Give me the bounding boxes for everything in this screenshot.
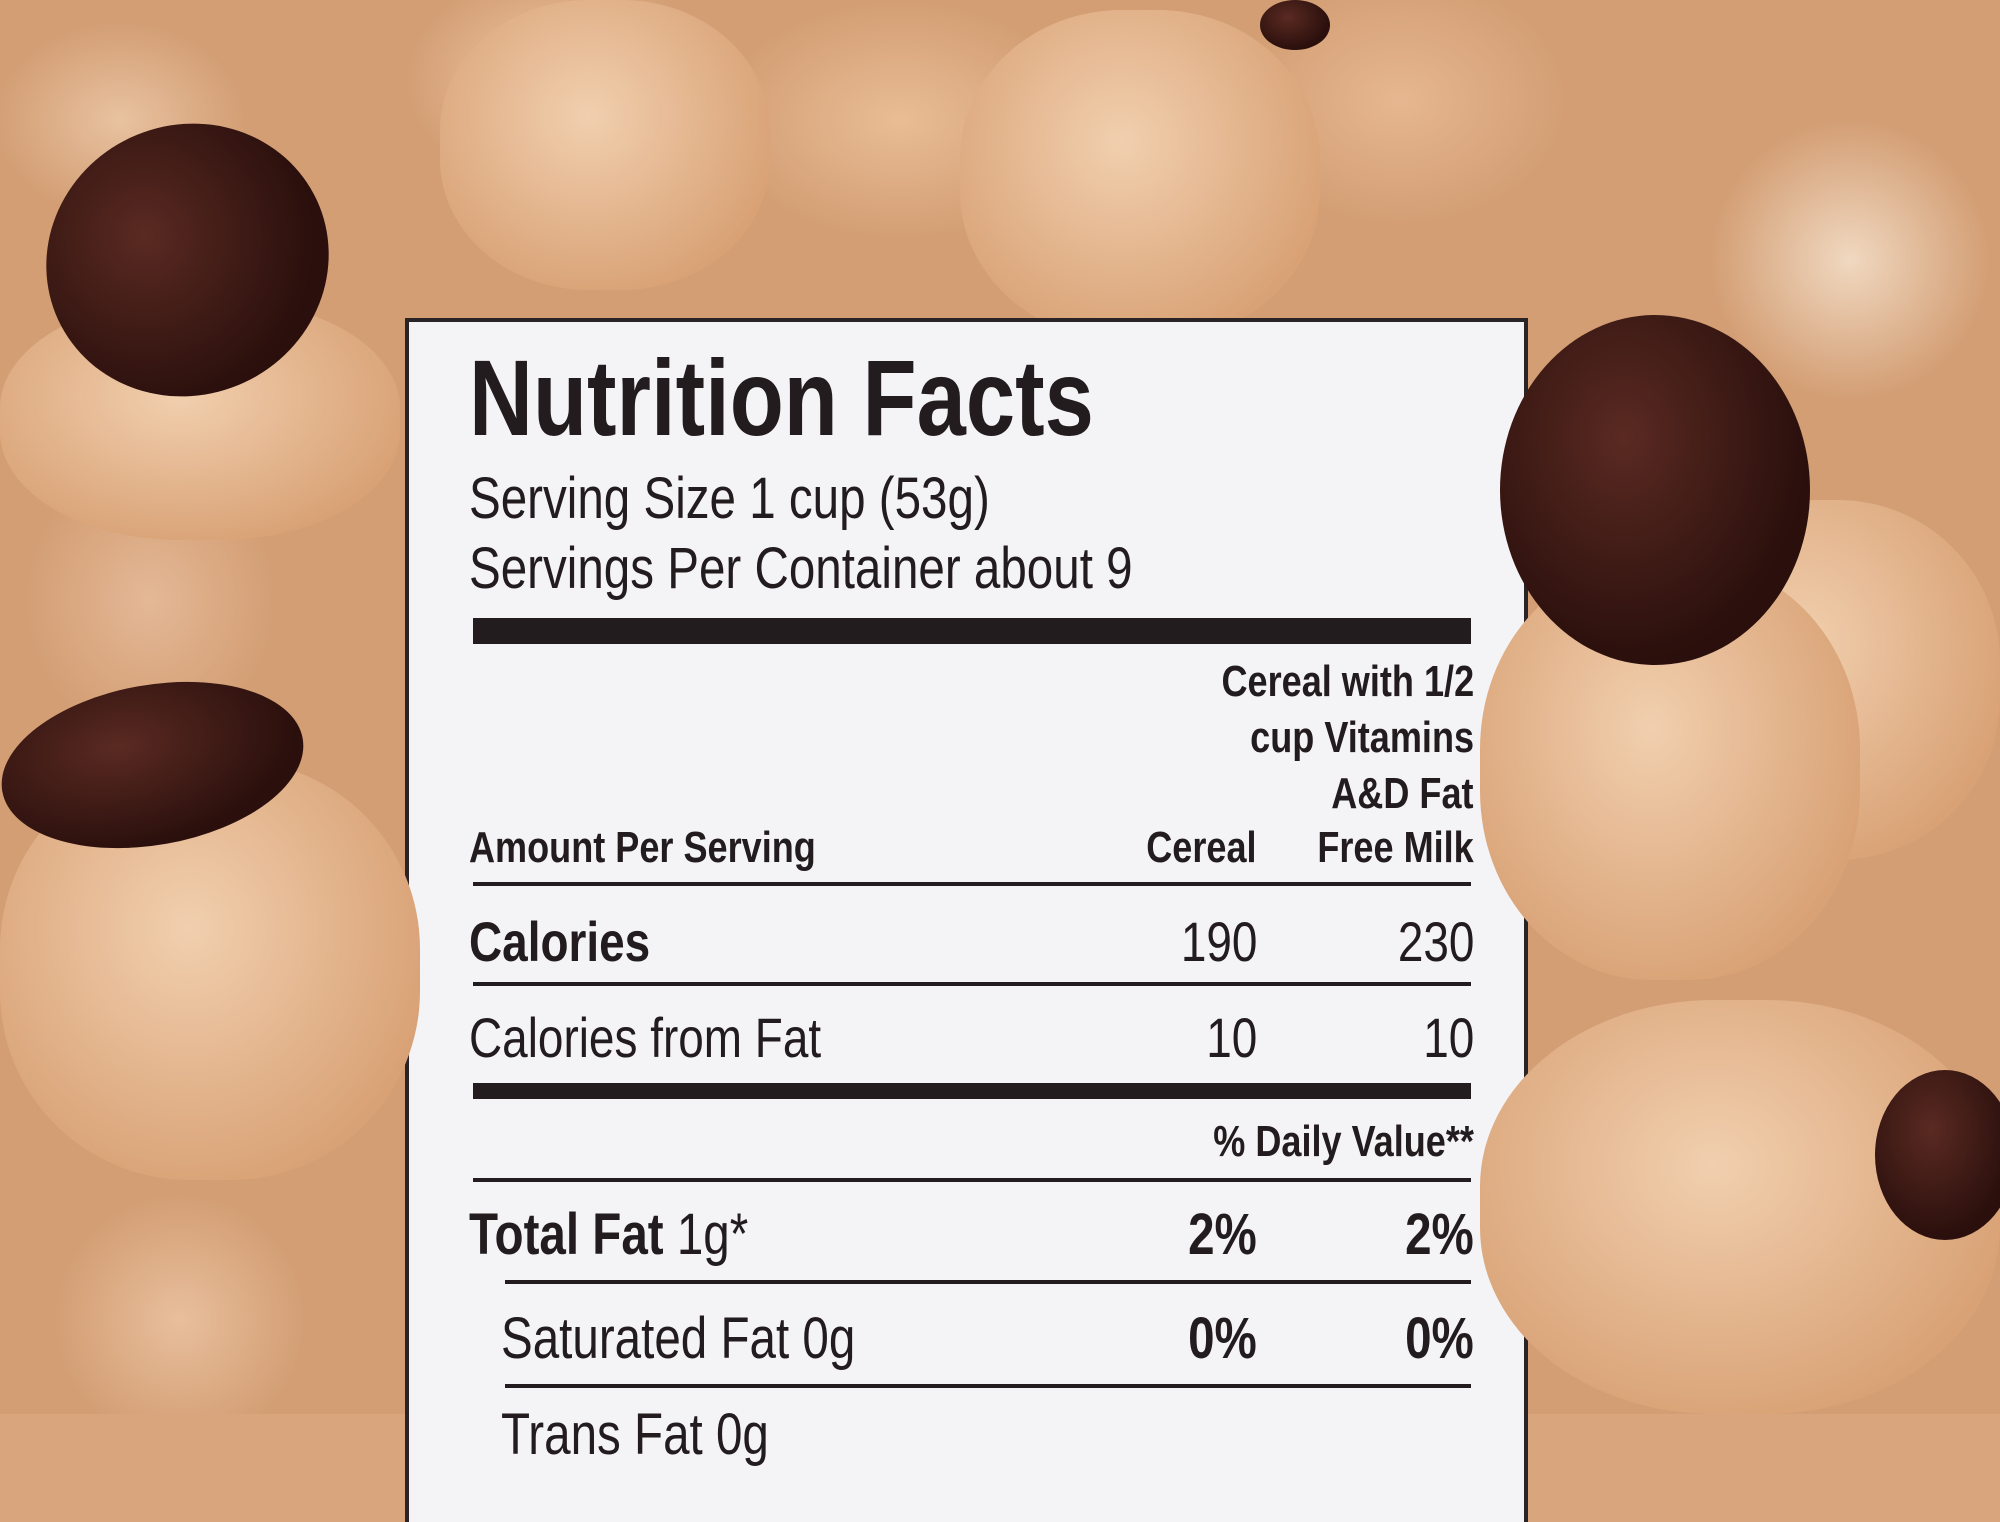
amount-per-serving: Amount Per Serving <box>469 823 816 872</box>
label-title: Nutrition Facts <box>469 337 1094 458</box>
cereal-flake <box>440 0 770 290</box>
cereal-flake <box>960 10 1320 340</box>
col1-header: Cereal <box>1146 823 1257 872</box>
raisin <box>1500 315 1810 665</box>
calories-from-fat-with-milk: 10 <box>1422 1006 1474 1069</box>
trans-fat-label: Trans Fat 0g <box>501 1402 769 1467</box>
col2-header-line: cup Vitamins <box>1250 713 1474 762</box>
medium-divider <box>473 1083 1471 1099</box>
col2-header-line: A&D Fat <box>1331 769 1474 818</box>
daily-value-header: % Daily Value** <box>1213 1117 1474 1166</box>
divider <box>505 1384 1471 1388</box>
calories-from-fat-label: Calories from Fat <box>469 1006 822 1069</box>
serving-size: Serving Size 1 cup (53g) <box>469 466 990 531</box>
calories-with-milk: 230 <box>1397 910 1474 973</box>
divider <box>473 982 1471 986</box>
calories-from-fat-cereal: 10 <box>1205 1006 1257 1069</box>
total-fat-amount: 1g* <box>676 1202 749 1267</box>
servings-per-container: Servings Per Container about 9 <box>469 536 1133 601</box>
divider <box>473 882 1471 886</box>
divider <box>473 1178 1471 1182</box>
col2-header-line: Free Milk <box>1317 823 1474 872</box>
total-fat-row: Total Fat 1g* <box>469 1206 748 1264</box>
total-fat-cereal-dv: 2% <box>1188 1202 1257 1267</box>
raisin <box>1875 1070 2000 1240</box>
calories-label: Calories <box>469 910 651 973</box>
calories-cereal: 190 <box>1180 910 1257 973</box>
total-fat-with-milk-dv: 2% <box>1405 1202 1474 1267</box>
saturated-fat-label: Saturated Fat 0g <box>501 1306 856 1371</box>
saturated-fat-cereal-dv: 0% <box>1188 1306 1257 1371</box>
saturated-fat-with-milk-dv: 0% <box>1405 1306 1474 1371</box>
col2-header-line: Cereal with 1/2 <box>1221 657 1474 706</box>
nutrition-facts-label: Nutrition Facts Serving Size 1 cup (53g)… <box>405 318 1528 1522</box>
raisin <box>1260 0 1330 50</box>
thick-divider <box>473 618 1471 644</box>
divider <box>505 1280 1471 1284</box>
total-fat-label: Total Fat <box>469 1202 664 1267</box>
